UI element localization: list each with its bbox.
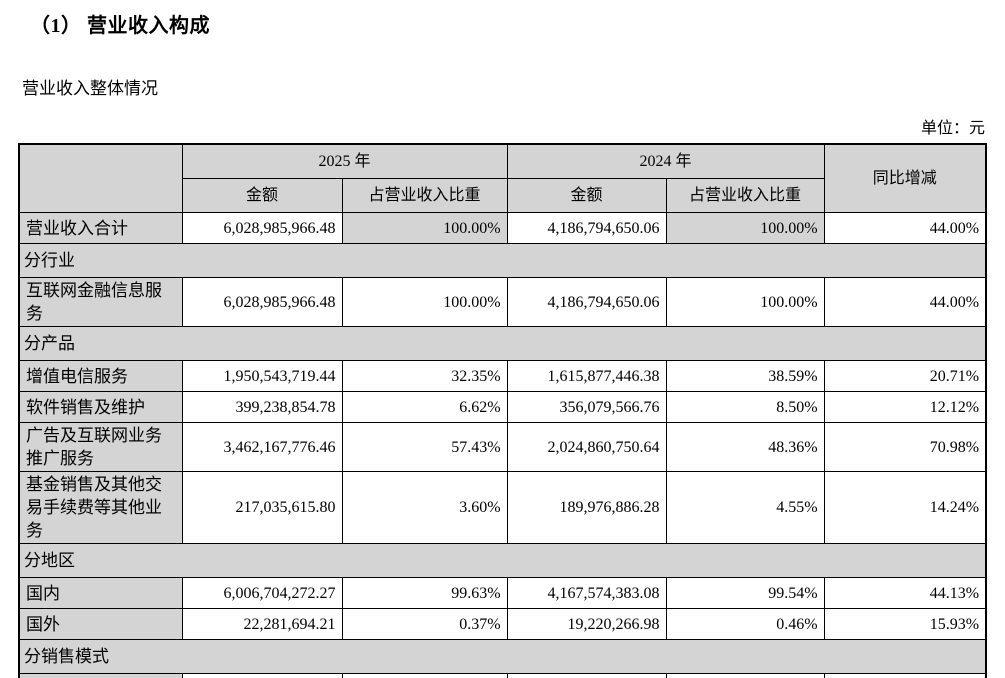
amount-2025-cell: 399,238,854.78 <box>181 673 343 678</box>
amount-2025-cell: 1,950,543,719.44 <box>181 360 343 392</box>
table-row: 软件销售及维护 399,238,854.78 6.62% 356,079,566.76… <box>18 391 987 423</box>
pct-2024-cell: 99.54% <box>665 577 825 609</box>
yoy-cell: 12.12% <box>823 391 987 423</box>
section-label-cell: 分销售模式 <box>18 639 987 674</box>
pct-2024-cell: 8.50% <box>665 673 825 678</box>
pct-2024-cell: 100.00% <box>665 277 825 327</box>
amount-2025-cell: 399,238,854.78 <box>181 391 343 423</box>
amount-2024-header: 金额 <box>506 178 667 213</box>
row-label-cell: 国内 <box>18 577 183 609</box>
pct-2025-cell: 6.62% <box>341 673 508 678</box>
section-row: 分产品 <box>18 326 987 361</box>
yoy-cell: 15.93% <box>823 608 987 640</box>
table-row: 互联网金融信息服务 6,028,985,966.48 100.00% 4,186,79… <box>18 277 987 327</box>
table-row: 营业收入合计 6,028,985,966.48 100.00% 4,186,794,6… <box>18 212 987 244</box>
section-row: 分地区 <box>18 543 987 578</box>
pct-2025-cell: 100.00% <box>341 212 508 244</box>
amount-2024-cell: 2,024,860,750.64 <box>506 422 667 472</box>
amount-2024-cell: 4,186,794,650.06 <box>506 277 667 327</box>
table-row: 国外 22,281,694.21 0.37% 19,220,266.98 0.46% 15… <box>18 608 987 640</box>
pct-2025-cell: 57.43% <box>341 422 508 472</box>
amount-2024-cell: 356,079,566.76 <box>506 391 667 423</box>
amount-2025-header: 金额 <box>181 178 343 213</box>
row-label-cell: 广告及互联网业务推广服务 <box>18 422 183 472</box>
row-label-cell: 软件销售及维护 <box>18 391 183 423</box>
amount-2024-cell: 4,167,574,383.08 <box>506 577 667 609</box>
ratio-2024-header: 占营业收入比重 <box>665 178 825 213</box>
amount-2025-cell: 22,281,694.21 <box>181 608 343 640</box>
pct-2024-cell: 38.59% <box>665 360 825 392</box>
ratio-2025-header: 占营业收入比重 <box>341 178 508 213</box>
yoy-cell: 12.12% <box>823 673 987 678</box>
table-body: 营业收入合计 6,028,985,966.48 100.00% 4,186,794,6… <box>18 212 987 678</box>
section-label-cell: 分产品 <box>18 326 987 361</box>
pct-2025-cell: 3.60% <box>341 471 508 544</box>
amount-2025-cell: 3,462,167,776.46 <box>181 422 343 472</box>
yoy-cell: 20.71% <box>823 360 987 392</box>
amount-2024-cell: 189,976,886.28 <box>506 471 667 544</box>
amount-2024-cell: 19,220,266.98 <box>506 608 667 640</box>
table-header-row-measures: 金额 占营业收入比重 金额 占营业收入比重 <box>19 178 986 213</box>
row-label-cell: 营业收入合计 <box>18 212 183 244</box>
table-header-row-years: 2025 年 2024 年 同比增减 <box>18 143 987 213</box>
year-2025-header: 2025 年 <box>181 143 508 179</box>
yoy-cell: 44.13% <box>823 577 987 609</box>
unit-label: 单位：元 <box>920 120 985 137</box>
row-label-cell: 基金销售及其他交易手续费等其他业务 <box>18 471 183 544</box>
table-row: 广告及互联网业务推广服务 3,462,167,776.46 57.43% 2,024,… <box>18 422 987 472</box>
section-row: 分销售模式 <box>18 639 987 674</box>
pct-2024-cell: 0.46% <box>665 608 825 640</box>
pct-2025-cell: 99.63% <box>341 577 508 609</box>
table-row: 国内 6,006,704,272.27 99.63% 4,167,574,383.08… <box>18 577 987 609</box>
yoy-cell: 44.00% <box>823 277 987 327</box>
pct-2024-cell: 4.55% <box>665 471 825 544</box>
amount-2025-cell: 6,006,704,272.27 <box>181 577 343 609</box>
table-row: 线下399,238,854.786.62%356,079,566.768.50%… <box>18 673 987 678</box>
page-title: （1） 营业收入构成 <box>30 15 210 37</box>
pct-2025-cell: 0.37% <box>341 608 508 640</box>
revenue-composition-table: 2025 年 2024 年 同比增减 金额 占营业收入比重 金额 占营业收入比重… <box>18 143 988 678</box>
pct-2024-cell: 48.36% <box>665 422 825 472</box>
amount-2025-cell: 6,028,985,966.48 <box>181 212 343 244</box>
amount-2024-cell: 4,186,794,650.06 <box>506 212 667 244</box>
table-row: 基金销售及其他交易手续费等其他业务 217,035,615.80 3.60% 189,… <box>18 471 987 544</box>
yoy-cell: 14.24% <box>823 471 987 544</box>
yoy-cell: 44.00% <box>823 212 987 244</box>
row-label-cell: 国外 <box>18 608 183 640</box>
yoy-header: 同比增减 <box>823 143 987 213</box>
amount-2024-cell: 356,079,566.76 <box>506 673 667 678</box>
section-label-cell: 分行业 <box>18 243 987 278</box>
amount-2025-cell: 217,035,615.80 <box>181 471 343 544</box>
yoy-cell: 70.98% <box>823 422 987 472</box>
amount-2024-cell: 1,615,877,446.38 <box>506 360 667 392</box>
row-label-cell: 线下 <box>18 673 183 678</box>
amount-2025-cell: 6,028,985,966.48 <box>181 277 343 327</box>
pct-2025-cell: 6.62% <box>341 391 508 423</box>
year-2024-header: 2024 年 <box>506 143 825 179</box>
table-row: 增值电信服务 1,950,543,719.44 32.35% 1,615,877,44… <box>18 360 987 392</box>
section-row: 分行业 <box>18 243 987 278</box>
row-label-cell: 增值电信服务 <box>18 360 183 392</box>
pct-2024-cell: 8.50% <box>665 391 825 423</box>
section-label-cell: 分地区 <box>18 543 987 578</box>
pct-2024-cell: 100.00% <box>665 212 825 244</box>
row-label-cell: 互联网金融信息服务 <box>18 277 183 327</box>
pct-2025-cell: 100.00% <box>341 277 508 327</box>
corner-cell <box>18 143 183 213</box>
pct-2025-cell: 32.35% <box>341 360 508 392</box>
section-subtitle: 营业收入整体情况 <box>22 79 158 98</box>
